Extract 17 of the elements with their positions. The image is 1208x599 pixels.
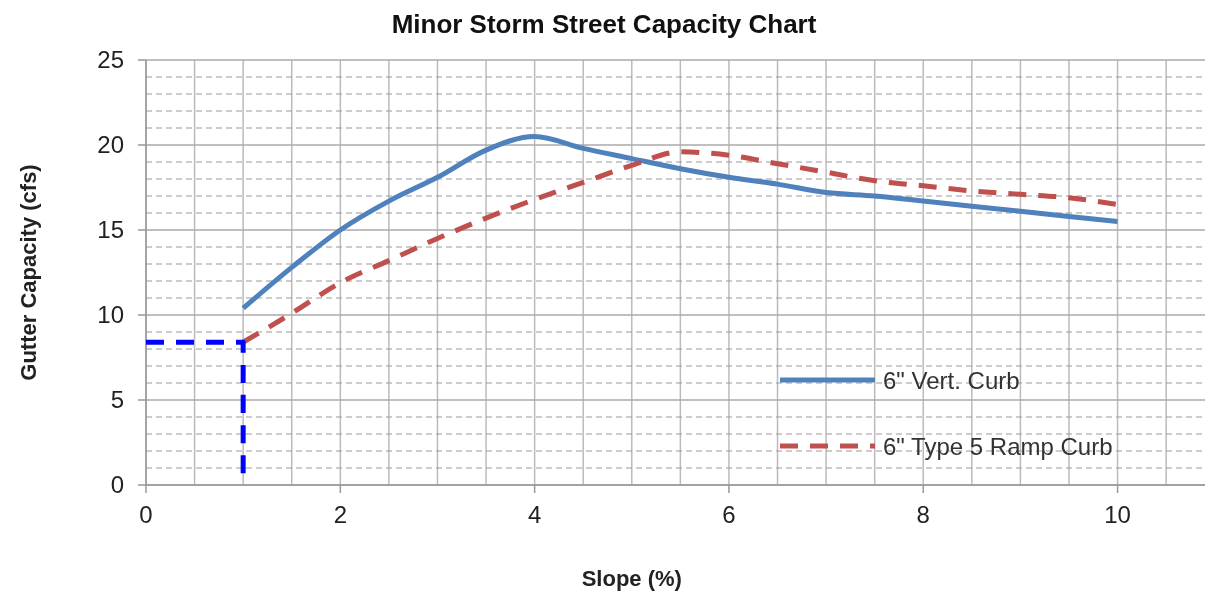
y-tick-label: 20 [97,131,124,158]
y-tick-label: 10 [97,301,124,328]
y-tick-label: 25 [97,46,124,73]
y-tick-label: 5 [110,386,124,413]
x-tick-label: 4 [527,501,542,528]
x-tick-label: 10 [1104,501,1131,528]
x-axis-title: Slope (%) [581,566,682,591]
legend-label: 6" Type 5 Ramp Curb [883,433,1113,460]
y-tick-label: 0 [110,471,124,498]
legend-label: 6" Vert. Curb [883,367,1020,394]
x-tick-label: 2 [333,501,347,528]
x-tick-label: 0 [139,501,153,528]
x-tick-label: 8 [916,501,930,528]
chart-title: Minor Storm Street Capacity Chart [391,9,817,39]
x-tick-label: 6 [722,501,736,528]
y-axis-title: Gutter Capacity (cfs) [16,164,41,381]
y-tick-label: 15 [97,216,124,243]
